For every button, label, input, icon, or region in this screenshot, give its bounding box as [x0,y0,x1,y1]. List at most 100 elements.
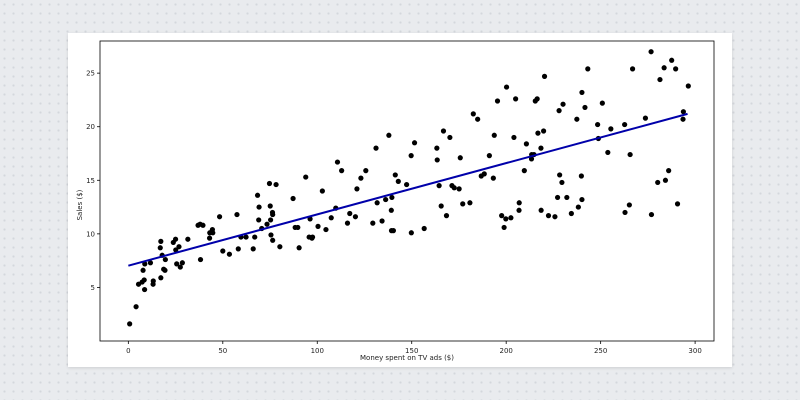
data-point [655,179,661,186]
data-point [386,132,392,138]
data-point [605,149,611,156]
data-point [626,202,632,208]
data-point [578,173,584,179]
data-point [475,116,481,122]
data-point [319,188,325,194]
data-point [389,194,395,201]
data-point [411,140,418,146]
data-point [270,237,276,243]
y-tick-label: 25 [86,70,95,78]
data-point [494,98,501,104]
data-point [354,186,360,192]
data-point [486,153,492,159]
y-tick-label: 20 [86,123,95,131]
data-point [392,172,398,178]
data-point [579,196,585,203]
data-point [250,246,256,252]
data-point [661,65,667,71]
data-point [176,244,182,250]
data-point [443,213,450,219]
data-point [456,186,462,192]
data-point [582,104,588,111]
data-point [268,232,274,238]
data-point [347,210,353,217]
data-point [521,168,527,174]
data-point [680,116,686,122]
data-point [669,57,675,63]
data-point [157,245,163,251]
x-tick-label: 250 [594,347,607,355]
data-point [267,203,273,209]
data-point [516,207,522,213]
data-point [648,211,655,218]
data-point [370,220,376,226]
data-point [470,111,476,117]
data-point [460,201,466,207]
data-point [421,225,427,232]
data-point [540,128,547,134]
data-point [568,210,574,217]
data-point [174,261,180,267]
scatter-chart: 0 50 100 150 200 250 300 5 10 15 20 25 Money spent … [76,40,715,362]
data-point [657,76,663,83]
x-tick-label: 300 [688,347,701,355]
data-point [179,260,185,266]
data-point [141,286,148,293]
data-point [220,248,226,254]
data-point [434,157,440,163]
data-point [564,194,570,201]
data-point [162,267,168,273]
data-point [162,256,168,263]
data-point [140,267,146,273]
data-point [622,121,628,128]
data-point [440,128,447,134]
data-point [379,218,385,224]
data-point [534,96,540,102]
data-point [383,196,389,203]
data-point [408,230,414,236]
data-point [608,126,614,132]
data-point [545,213,552,219]
data-point [513,96,519,102]
data-point [358,175,364,181]
data-point [674,201,681,207]
x-tick-label: 200 [499,347,512,355]
data-point [535,130,541,136]
data-point [662,177,669,183]
data-point [503,216,509,222]
y-tick-label: 10 [86,230,95,238]
data-point [501,224,507,231]
data-point [516,200,522,206]
data-point [560,101,566,107]
data-point [622,209,628,216]
data-point [206,235,213,241]
data-point [395,178,401,184]
data-point [467,200,473,206]
data-point [234,211,240,218]
data-point [666,168,672,174]
data-point [264,221,270,227]
data-point [491,132,497,138]
chart-card: 0 50 100 150 200 250 300 5 10 15 20 25 Money spent … [68,33,732,367]
data-point [266,180,273,187]
data-point [323,226,329,233]
data-point [438,203,444,209]
data-point [575,204,581,210]
data-point [256,217,262,223]
data-point [254,192,261,198]
data-point [508,215,514,221]
data-point [303,174,309,180]
data-point [585,66,591,72]
data-point [642,115,649,121]
data-point [200,222,206,228]
data-point [481,171,487,177]
data-point [127,321,133,327]
data-point [511,134,517,141]
data-point [408,153,414,159]
data-point [150,278,156,284]
data-point [339,168,345,174]
data-point [243,234,249,240]
y-tick-label: 15 [86,177,95,185]
data-point [373,145,379,151]
data-point [141,277,147,283]
